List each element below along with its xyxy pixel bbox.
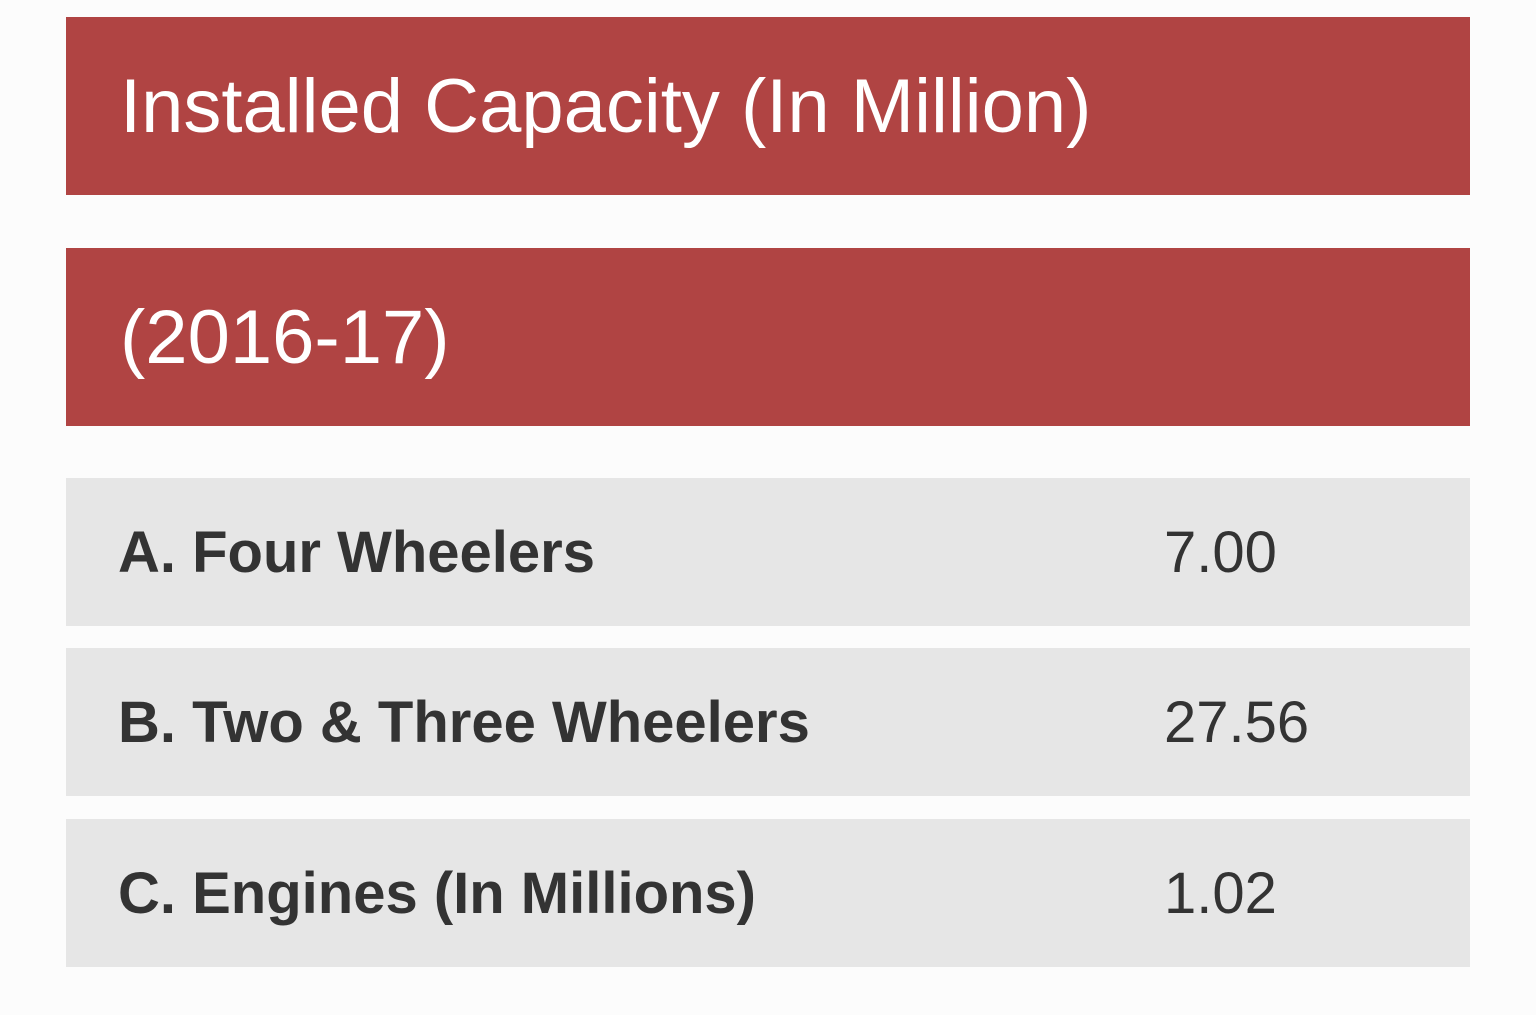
table-row: A. Four Wheelers 7.00 xyxy=(66,478,1470,626)
row-label: C. Engines (In Millions) xyxy=(118,860,756,926)
table-row: C. Engines (In Millions) 1.02 xyxy=(66,819,1470,967)
row-value: 27.56 xyxy=(1164,689,1310,755)
row-label: B. Two & Three Wheelers xyxy=(118,689,810,755)
row-value: 1.02 xyxy=(1164,860,1277,926)
table-period: (2016-17) xyxy=(66,248,1470,426)
row-value: 7.00 xyxy=(1164,519,1277,585)
table-title: Installed Capacity (In Million) xyxy=(66,17,1470,195)
period-text: (2016-17) xyxy=(120,294,450,380)
table-row: B. Two & Three Wheelers 27.56 xyxy=(66,648,1470,796)
title-text: Installed Capacity (In Million) xyxy=(120,63,1092,149)
row-label: A. Four Wheelers xyxy=(118,519,595,585)
